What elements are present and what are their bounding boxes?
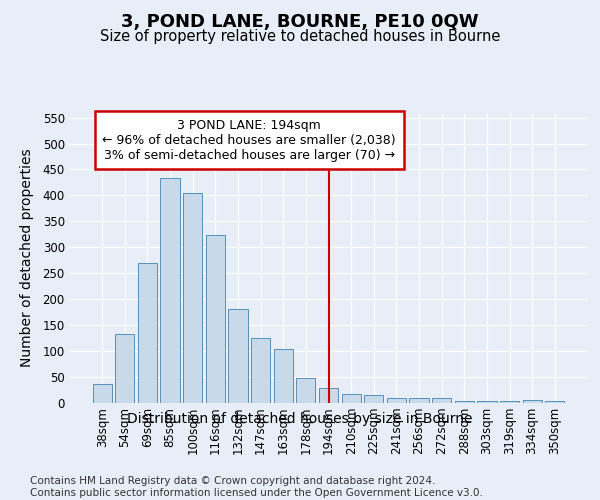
Bar <box>432 398 451 402</box>
Bar <box>341 394 361 402</box>
Bar <box>229 309 248 402</box>
Bar <box>274 348 293 403</box>
Bar <box>387 398 406 402</box>
Text: Contains HM Land Registry data © Crown copyright and database right 2024.
Contai: Contains HM Land Registry data © Crown c… <box>30 476 483 498</box>
Text: Distribution of detached houses by size in Bourne: Distribution of detached houses by size … <box>127 412 473 426</box>
Bar <box>409 398 428 402</box>
Bar <box>183 193 202 402</box>
Bar <box>160 178 180 402</box>
Bar <box>364 395 383 402</box>
Bar <box>251 338 270 402</box>
Bar <box>296 378 316 402</box>
Bar <box>92 384 112 402</box>
Text: 3, POND LANE, BOURNE, PE10 0QW: 3, POND LANE, BOURNE, PE10 0QW <box>121 12 479 30</box>
Text: Size of property relative to detached houses in Bourne: Size of property relative to detached ho… <box>100 29 500 44</box>
Bar <box>523 400 542 402</box>
Bar <box>206 235 225 402</box>
Bar <box>115 334 134 402</box>
Bar <box>545 401 565 402</box>
Bar <box>138 262 157 402</box>
Bar <box>319 388 338 402</box>
Text: 3 POND LANE: 194sqm
← 96% of detached houses are smaller (2,038)
3% of semi-deta: 3 POND LANE: 194sqm ← 96% of detached ho… <box>103 118 396 162</box>
Y-axis label: Number of detached properties: Number of detached properties <box>20 148 34 367</box>
